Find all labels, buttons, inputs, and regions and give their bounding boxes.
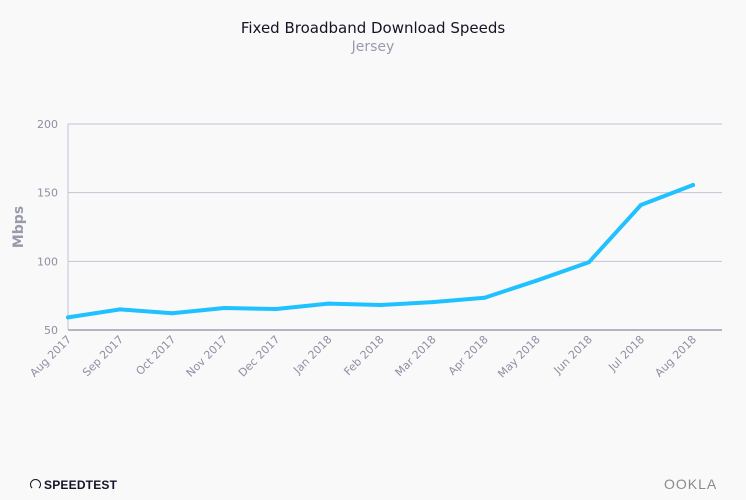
data-point xyxy=(638,203,643,208)
chart-title: Fixed Broadband Download Speeds xyxy=(240,19,506,37)
x-tick-label: Jan 2018 xyxy=(290,333,334,377)
data-point xyxy=(274,306,279,311)
ookla-logo: OOKLA xyxy=(664,476,718,492)
x-tick-label: Feb 2018 xyxy=(341,333,386,378)
y-tick-label: 200 xyxy=(37,118,58,131)
y-tick-label: 50 xyxy=(44,324,58,337)
y-axis-label: Mbps xyxy=(11,206,27,248)
data-point xyxy=(586,260,591,265)
x-tick-label: Aug 2017 xyxy=(27,333,74,380)
data-point xyxy=(170,311,175,316)
y-tick-label: 100 xyxy=(37,255,58,268)
x-tick-label: Mar 2018 xyxy=(393,333,439,379)
data-point xyxy=(66,315,70,320)
data-point xyxy=(482,295,487,300)
data-point xyxy=(118,307,123,312)
data-point xyxy=(378,303,383,308)
data-point xyxy=(222,306,227,311)
x-tick-label: Dec 2017 xyxy=(236,333,283,380)
speedometer-icon xyxy=(30,479,41,490)
data-point xyxy=(326,301,331,306)
speedtest-brand-text: SPEEDTEST xyxy=(44,478,118,492)
data-point xyxy=(691,182,695,187)
speedtest-logo: SPEEDTEST xyxy=(30,478,117,492)
y-tick-label: 150 xyxy=(37,187,58,200)
x-tick-label: Oct 2017 xyxy=(133,333,178,378)
x-tick-label: Nov 2017 xyxy=(184,333,231,380)
data-point xyxy=(534,278,539,283)
x-tick-label: Aug 2018 xyxy=(652,333,699,380)
series-line xyxy=(66,182,695,320)
x-tick-label: May 2018 xyxy=(495,333,543,381)
data-point xyxy=(430,300,435,305)
x-tick-label: Jul 2018 xyxy=(605,333,647,375)
x-tick-label: Apr 2018 xyxy=(446,333,491,378)
x-tick-label: Jun 2018 xyxy=(551,333,595,377)
chart-subtitle: Jersey xyxy=(351,39,395,55)
x-tick-label: Sep 2017 xyxy=(80,333,126,379)
